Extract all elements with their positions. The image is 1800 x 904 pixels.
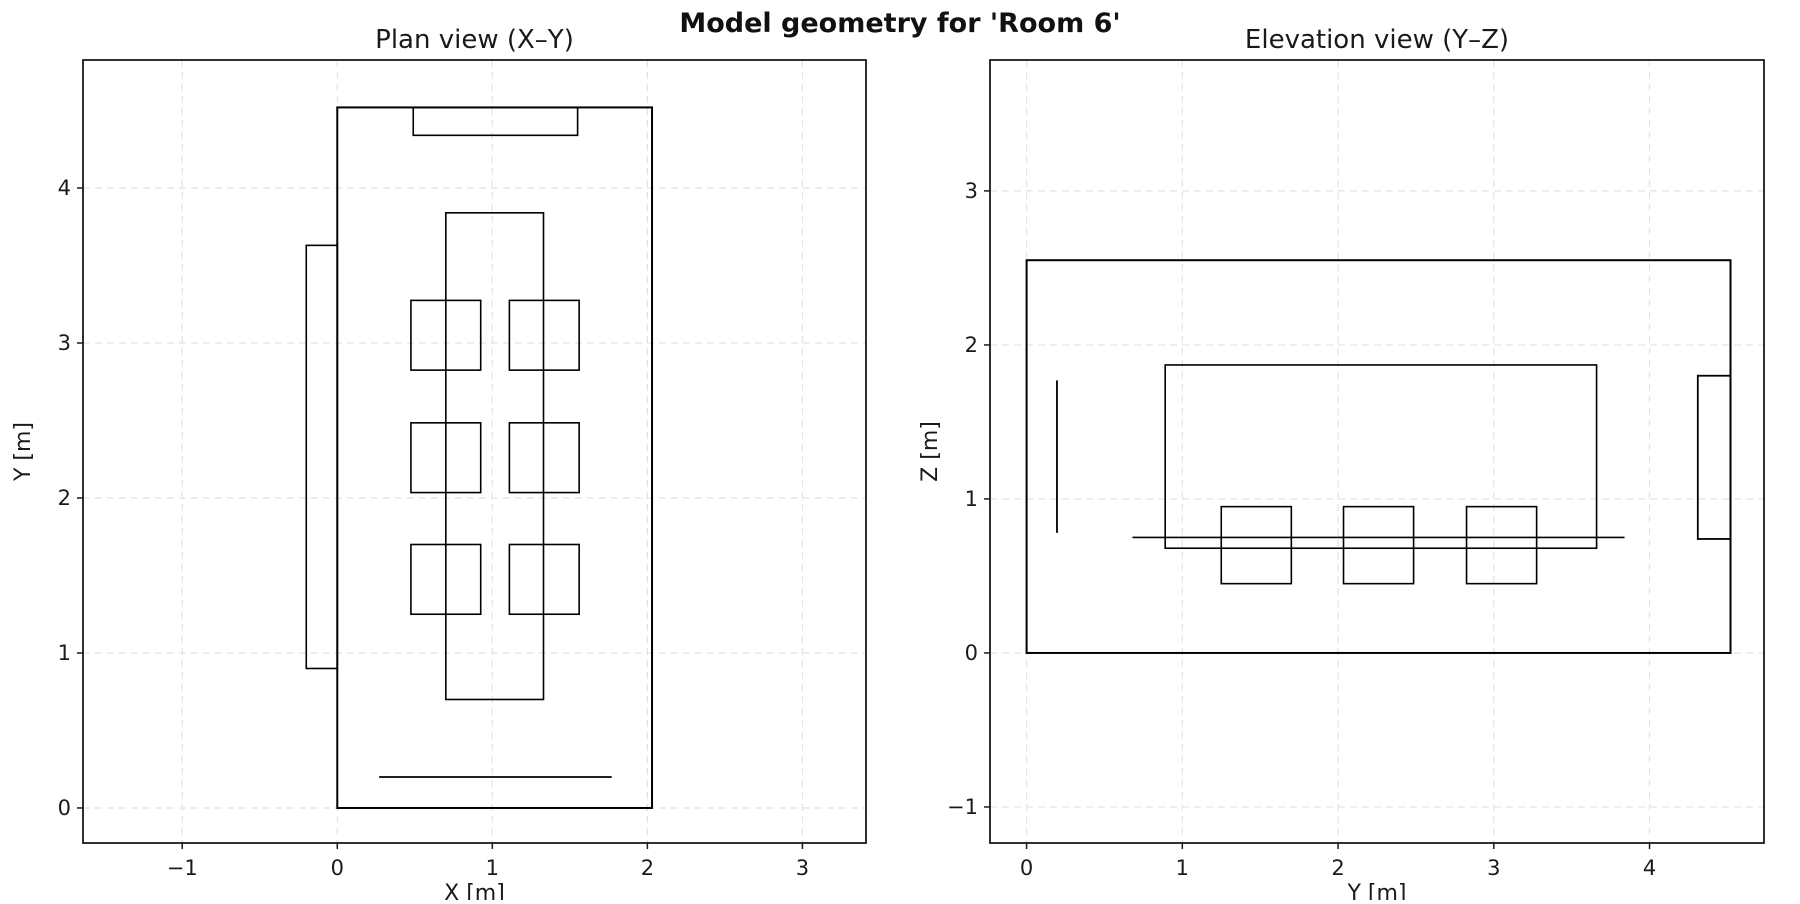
chair (1342, 505, 1415, 585)
x-axis-label: X [m] (444, 881, 505, 900)
chair (410, 299, 482, 371)
x-tick-label: 3 (796, 856, 809, 880)
plot-plan-view: −1 0 1 2 3 0 1 2 3 4 Plan view (X–Y) X [m] Y [m] (11, 25, 867, 904)
chair (410, 543, 482, 616)
y-tick-label: 3 (965, 179, 978, 203)
room-outline (1025, 259, 1732, 654)
plot-elevation-view: 0 1 2 3 4 −1 0 1 2 3 Elevation view (Y–Z) Y [m] Z [m… (918, 25, 1765, 904)
y-tick-label: 0 (58, 796, 71, 820)
plot-title: Plan view (X–Y) (375, 25, 574, 55)
x-tick-label: 4 (1643, 856, 1656, 880)
x-tick-label: 2 (1331, 856, 1344, 880)
figure-title: Model geometry for 'Room 6' (679, 8, 1121, 39)
y-tick-label: 2 (965, 333, 978, 357)
y-tick-label: 2 (58, 486, 71, 510)
y-tick-label: −1 (947, 795, 978, 819)
x-tick-label: −1 (167, 856, 198, 880)
chair (410, 422, 482, 494)
window-left (305, 244, 339, 670)
y-axis-label: Z [m] (918, 421, 943, 482)
y-tick-label: 0 (965, 641, 978, 665)
x-tick-label: 0 (1020, 856, 1033, 880)
y-tick-label: 1 (965, 487, 978, 511)
x-tick-label: 0 (331, 856, 344, 880)
y-tick-label: 1 (58, 641, 71, 665)
window (1164, 364, 1598, 550)
x-tick-label: 1 (1176, 856, 1189, 880)
y-axis-label: Y [m] (11, 422, 36, 482)
chair (508, 299, 580, 371)
axes-spines (82, 59, 867, 844)
x-tick-label: 2 (641, 856, 654, 880)
chair (1465, 505, 1538, 585)
chair (508, 543, 580, 616)
door-top (412, 106, 579, 137)
axes-spines (989, 59, 1765, 844)
plot-title: Elevation view (Y–Z) (1245, 25, 1509, 55)
x-tick-label: 3 (1487, 856, 1500, 880)
chair (1220, 505, 1293, 585)
chair (508, 422, 580, 494)
x-axis-label: Y [m] (1346, 881, 1406, 900)
table (445, 212, 545, 701)
x-tick-label: 1 (486, 856, 499, 880)
y-tick-label: 4 (58, 176, 71, 200)
y-tick-label: 3 (58, 331, 71, 355)
door-right (1696, 374, 1732, 540)
